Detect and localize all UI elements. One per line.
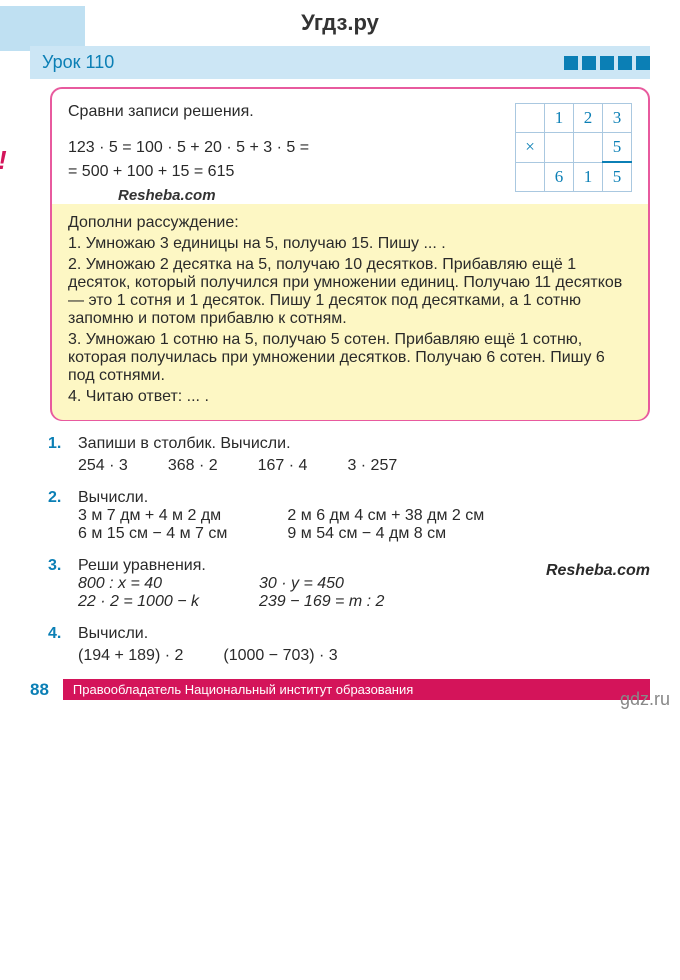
expr: 2 м 6 дм 4 см + 38 дм 2 см bbox=[287, 507, 484, 525]
expr: 3 м 7 дм + 4 м 2 дм bbox=[78, 507, 227, 525]
page-footer: 88 Правообладатель Национальный институт… bbox=[30, 679, 650, 700]
lesson-title: Урок 110 bbox=[42, 52, 114, 73]
watermark-resheba: Resheba.com bbox=[546, 562, 650, 580]
task-title: Вычисли. bbox=[78, 489, 650, 507]
expr: 368 · 2 bbox=[168, 457, 218, 475]
task-number: 3. bbox=[48, 557, 78, 611]
watermark-top: Угдз.ру bbox=[30, 0, 650, 46]
reason-line: 2. Умножаю 2 десятка на 5, получаю 10 де… bbox=[68, 256, 632, 328]
task-number: 2. bbox=[48, 489, 78, 543]
reason-line: 3. Умножаю 1 сотню на 5, получаю 5 сотен… bbox=[68, 331, 632, 385]
reason-line: 4. Читаю ответ: ... . bbox=[68, 388, 632, 406]
expr: 239 − 169 = m : 2 bbox=[259, 593, 384, 611]
expr: 167 · 4 bbox=[258, 457, 308, 475]
expr: 9 м 54 см − 4 дм 8 см bbox=[287, 525, 484, 543]
copyright-bar: Правообладатель Национальный институт об… bbox=[63, 679, 650, 700]
expr: 22 · 2 = 1000 − k bbox=[78, 593, 199, 611]
task-4: 4. Вычисли. (194 + 189) · 2 (1000 − 703)… bbox=[48, 625, 650, 665]
task-title: Вычисли. bbox=[78, 625, 650, 643]
expr: 800 : x = 40 bbox=[78, 575, 199, 593]
expr: (1000 − 703) · 3 bbox=[223, 647, 337, 665]
expr: 3 · 257 bbox=[347, 457, 397, 475]
exclaim-icon: ! bbox=[0, 145, 7, 176]
expr: 30 · y = 450 bbox=[259, 575, 384, 593]
theory-box: 123 ×5 615 Сравни записи решения. 123 · … bbox=[50, 87, 650, 421]
expr: 254 · 3 bbox=[78, 457, 128, 475]
page-number: 88 bbox=[30, 680, 49, 700]
expr: (194 + 189) · 2 bbox=[78, 647, 183, 665]
column-calc-grid: 123 ×5 615 bbox=[515, 103, 632, 192]
task-2: 2. Вычисли. 3 м 7 дм + 4 м 2 дм 6 м 15 с… bbox=[48, 489, 650, 543]
reasoning-box: Дополни рассуждение: 1. Умножаю 3 единиц… bbox=[51, 204, 649, 421]
lesson-bar: Урок 110 bbox=[30, 46, 650, 79]
task-title: Запиши в столбик. Вычисли. bbox=[78, 435, 650, 453]
task-number: 4. bbox=[48, 625, 78, 665]
corner-tab bbox=[0, 6, 85, 51]
reason-line: 1. Умножаю 3 единицы на 5, получаю 15. П… bbox=[68, 235, 632, 253]
decor-squares bbox=[564, 56, 650, 70]
task-number: 1. bbox=[48, 435, 78, 475]
dop-title: Дополни рассуждение: bbox=[68, 214, 632, 232]
task-1: 1. Запиши в столбик. Вычисли. 254 · 3 36… bbox=[48, 435, 650, 475]
watermark-gdz: gdz.ru bbox=[620, 689, 670, 710]
expr: 6 м 15 см − 4 м 7 см bbox=[78, 525, 227, 543]
